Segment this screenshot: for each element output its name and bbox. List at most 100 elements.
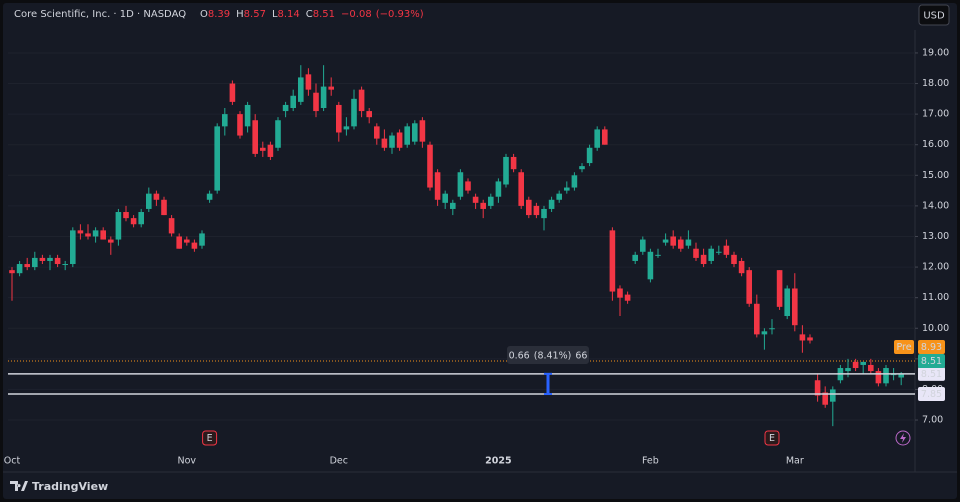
candle-body [47, 257, 53, 261]
horizontal-line-label: 7.85 [921, 389, 942, 400]
candle-body [336, 104, 342, 133]
candle-body [290, 95, 296, 109]
earnings-icon[interactable] [202, 430, 218, 446]
candle-body [617, 288, 623, 298]
candle-body [374, 126, 380, 139]
candle-body [267, 144, 274, 157]
change-value: −0.08 [341, 9, 372, 20]
candle-body [716, 251, 722, 253]
y-tick-label: 10.00 [922, 323, 949, 334]
candle-body [199, 233, 205, 246]
premarket-label: 8.93 [921, 342, 942, 353]
measure-change: 0.66 [509, 350, 530, 361]
candle-body [358, 89, 365, 112]
candle-body [244, 104, 251, 127]
candle-body [138, 212, 144, 225]
x-tick-label: Nov [178, 456, 197, 467]
candle-body [776, 270, 783, 307]
x-tick-label: Mar [786, 456, 804, 467]
candle-body [130, 218, 137, 225]
high-value: 8.57 [244, 9, 266, 20]
candle-body [594, 129, 600, 148]
measure-percent: (8.41%) [534, 350, 572, 361]
lightning-ring[interactable] [895, 430, 911, 446]
candle-body [260, 147, 266, 151]
candle-body [640, 239, 646, 252]
close-prefix: C [306, 9, 313, 20]
y-tick-label: 14.00 [922, 200, 949, 211]
candle-body [100, 230, 106, 240]
header: Core Scientific, Inc. · 1D · NASDAQ O8.3… [14, 9, 424, 20]
x-tick-label: Dec [330, 456, 348, 467]
candle-body [389, 135, 395, 148]
candle-body [548, 199, 555, 209]
candle-body [852, 361, 859, 369]
candle-body [700, 254, 707, 265]
candle-body [579, 166, 585, 170]
candle-body [62, 264, 68, 266]
candle-body [510, 156, 517, 170]
candle-body [328, 86, 334, 90]
measure-box [507, 346, 589, 364]
candle-body [480, 202, 486, 209]
earnings-label: E [769, 433, 775, 444]
candle-body [366, 111, 372, 118]
candle-body [495, 181, 502, 197]
candle-body [313, 92, 319, 112]
candle-body [282, 104, 289, 112]
candle-body [503, 156, 509, 185]
currency-button[interactable] [918, 4, 950, 26]
y-tick-label: 12.00 [922, 262, 949, 273]
candle-body [161, 199, 167, 216]
candle-body [845, 368, 851, 372]
low-value: 8.14 [278, 9, 300, 20]
y-tick-label: 18.00 [922, 78, 949, 89]
candle-body [655, 254, 661, 256]
candle-body [518, 172, 524, 206]
candle-body [404, 126, 410, 145]
chart-panel [3, 3, 957, 499]
candle-body [769, 328, 775, 330]
candle-body [814, 380, 821, 396]
candle-body [761, 331, 768, 335]
candle-body [708, 248, 714, 261]
x-tick-label: 2025 [485, 456, 511, 467]
candle-body [533, 205, 540, 216]
brand: TradingView [10, 480, 108, 493]
earnings-label: E [207, 433, 213, 444]
candle-body [434, 172, 441, 200]
earnings-icon[interactable] [764, 430, 780, 446]
candle-body [351, 98, 357, 127]
candle-body [670, 236, 676, 246]
candle-body [9, 270, 15, 274]
lightning-bolt[interactable] [900, 433, 906, 443]
open-prefix: O [200, 9, 208, 20]
candle-body [868, 364, 874, 372]
candle-body [784, 288, 790, 317]
currency-label[interactable]: USD [923, 11, 945, 22]
candle-body [450, 202, 456, 209]
candle-body [16, 264, 23, 274]
candle-body [381, 138, 388, 148]
candle-body [541, 208, 547, 219]
candle-body [472, 196, 479, 203]
candle-body [24, 264, 30, 268]
candle-body [442, 193, 448, 203]
candle-body [799, 334, 806, 341]
y-tick-label: 16.00 [922, 139, 949, 150]
candle-body [830, 389, 836, 402]
candle-body [419, 120, 426, 142]
premarket-name-tag [894, 339, 914, 354]
lightning-icon[interactable] [895, 430, 911, 446]
ohlc-values: O8.39 H8.57 L8.14 C8.51 −0.08 (−0.93%) [200, 9, 424, 20]
candle-body [647, 251, 654, 280]
candle-body [77, 230, 84, 234]
low-prefix: L [272, 9, 278, 20]
candle-body [883, 368, 889, 384]
candle-body [396, 132, 403, 148]
open-value: 8.39 [208, 9, 230, 20]
candle-body [457, 172, 464, 197]
candle-body [168, 218, 175, 234]
candle-body [206, 193, 213, 200]
